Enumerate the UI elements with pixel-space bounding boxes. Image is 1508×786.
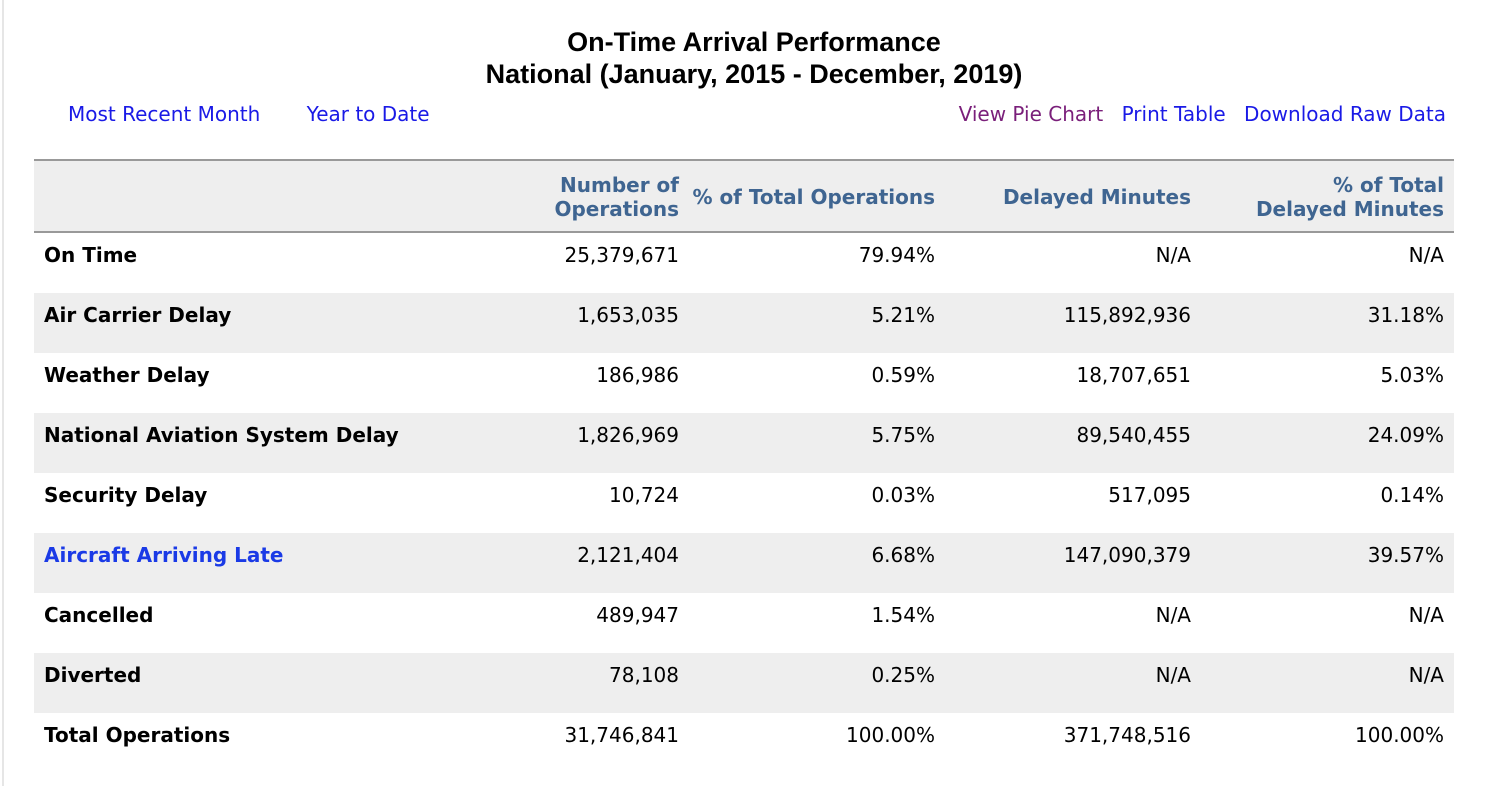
pct-delayed-minutes-cell: 100.00% (1355, 723, 1444, 747)
header-pct-total-delayed-minutes[interactable]: % of Total Delayed Minutes (1224, 173, 1444, 221)
operations-cell: 25,379,671 (564, 243, 679, 267)
delayed-minutes-cell: 18,707,651 (1076, 363, 1191, 387)
table-row: Diverted 78,108 0.25% N/A N/A (34, 653, 1454, 713)
pct-operations-cell: 5.75% (871, 423, 935, 447)
pct-delayed-minutes-cell: 31.18% (1367, 303, 1444, 327)
table-row: Security Delay 10,724 0.03% 517,095 0.14… (34, 473, 1454, 533)
header-delayed-minutes[interactable]: Delayed Minutes (1002, 185, 1191, 209)
header-pct-delayed-line1: % of Total (1332, 173, 1444, 197)
operations-cell: 31,746,841 (564, 723, 679, 747)
table-row: On Time 25,379,671 79.94% N/A N/A (34, 233, 1454, 293)
row-label: On Time (44, 243, 138, 267)
pct-operations-cell: 0.03% (871, 483, 935, 507)
table-row: Aircraft Arriving Late 2,121,404 6.68% 1… (34, 533, 1454, 593)
header-number-of-operations[interactable]: Number of Operations (499, 173, 679, 221)
row-label: Cancelled (44, 603, 154, 627)
delayed-minutes-cell: N/A (1155, 243, 1191, 267)
pct-delayed-minutes-cell: N/A (1408, 603, 1444, 627)
operations-cell: 2,121,404 (577, 543, 679, 567)
header-pct-total-operations[interactable]: % of Total Operations (692, 185, 935, 209)
view-pie-chart-link[interactable]: View Pie Chart (958, 102, 1104, 126)
pct-operations-cell: 6.68% (871, 543, 935, 567)
title-line-2: National (January, 2015 - December, 2019… (485, 59, 1023, 89)
pct-delayed-minutes-cell: N/A (1408, 243, 1444, 267)
header-ops-line1: Number of (560, 173, 679, 197)
delayed-minutes-cell: 517,095 (1108, 483, 1191, 507)
operations-cell: 489,947 (596, 603, 679, 627)
table-header: Number of Operations % of Total Operatio… (34, 159, 1454, 233)
delayed-minutes-cell: 371,748,516 (1063, 723, 1191, 747)
most-recent-month-link[interactable]: Most Recent Month (68, 102, 261, 126)
title-line-1: On-Time Arrival Performance (567, 27, 941, 57)
row-label: Air Carrier Delay (44, 303, 232, 327)
table-row: Cancelled 489,947 1.54% N/A N/A (34, 593, 1454, 653)
header-pct-delayed-line2: Delayed Minutes (1255, 197, 1444, 221)
table-row: Air Carrier Delay 1,653,035 5.21% 115,89… (34, 293, 1454, 353)
header-ops-line2: Operations (554, 197, 679, 221)
aircraft-arriving-late-link[interactable]: Aircraft Arriving Late (44, 543, 284, 567)
pct-delayed-minutes-cell: 24.09% (1367, 423, 1444, 447)
page-title: On-Time Arrival Performance National (Ja… (0, 26, 1508, 90)
row-label: Diverted (44, 663, 142, 687)
row-label: Weather Delay (44, 363, 210, 387)
pct-delayed-minutes-cell: 39.57% (1367, 543, 1444, 567)
operations-cell: 1,826,969 (577, 423, 679, 447)
pct-operations-cell: 0.25% (871, 663, 935, 687)
left-divider (2, 0, 4, 786)
pct-operations-cell: 100.00% (846, 723, 935, 747)
pct-operations-cell: 0.59% (871, 363, 935, 387)
pct-operations-cell: 79.94% (858, 243, 935, 267)
print-table-link[interactable]: Print Table (1121, 102, 1226, 126)
table-row: National Aviation System Delay 1,826,969… (34, 413, 1454, 473)
row-label: Security Delay (44, 483, 208, 507)
operations-cell: 186,986 (596, 363, 679, 387)
delayed-minutes-cell: 147,090,379 (1063, 543, 1191, 567)
pct-delayed-minutes-cell: 0.14% (1380, 483, 1444, 507)
download-raw-data-link[interactable]: Download Raw Data (1244, 102, 1446, 126)
delayed-minutes-cell: N/A (1155, 663, 1191, 687)
delayed-minutes-cell: N/A (1155, 603, 1191, 627)
pct-operations-cell: 1.54% (871, 603, 935, 627)
left-nav: Most Recent Month Year to Date (68, 102, 430, 126)
delayed-minutes-cell: 115,892,936 (1063, 303, 1191, 327)
table-row: Weather Delay 186,986 0.59% 18,707,651 5… (34, 353, 1454, 413)
table-row-total: Total Operations 31,746,841 100.00% 371,… (34, 713, 1454, 773)
row-label: National Aviation System Delay (44, 423, 399, 447)
year-to-date-link[interactable]: Year to Date (306, 102, 430, 126)
pct-delayed-minutes-cell: 5.03% (1380, 363, 1444, 387)
delayed-minutes-cell: 89,540,455 (1076, 423, 1191, 447)
operations-cell: 10,724 (609, 483, 679, 507)
performance-table: Number of Operations % of Total Operatio… (34, 159, 1454, 773)
pct-delayed-minutes-cell: N/A (1408, 663, 1444, 687)
row-label: Total Operations (44, 723, 231, 747)
pct-operations-cell: 5.21% (871, 303, 935, 327)
operations-cell: 78,108 (609, 663, 679, 687)
right-nav: View Pie Chart Print Table Download Raw … (959, 102, 1446, 126)
operations-cell: 1,653,035 (577, 303, 679, 327)
